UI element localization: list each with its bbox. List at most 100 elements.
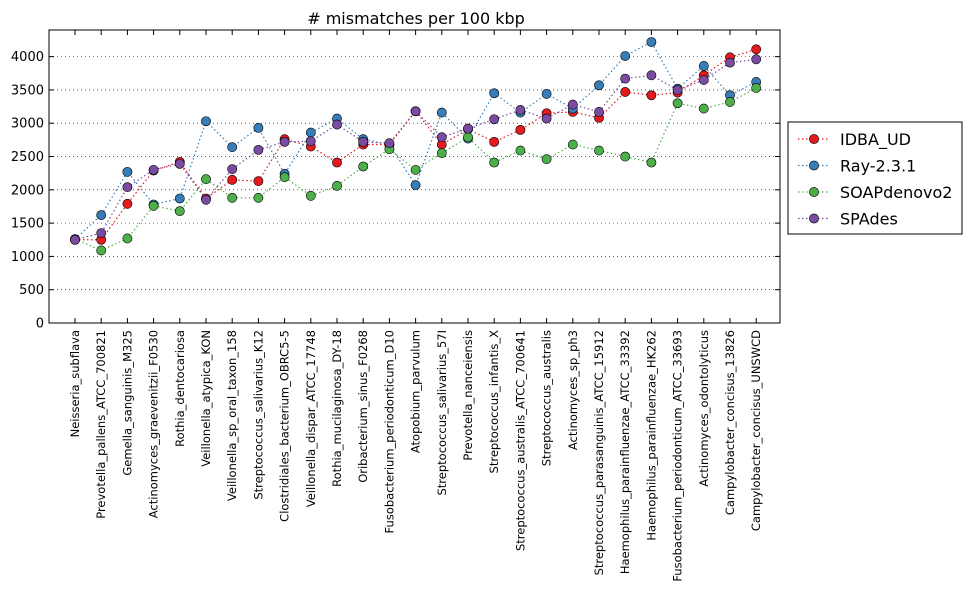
series-SOAPdenovo2 (70, 83, 762, 256)
data-point (672, 85, 683, 95)
data-point (646, 90, 657, 101)
data-point (227, 174, 238, 185)
data-point (122, 182, 133, 193)
series-line (75, 48, 757, 241)
data-point (174, 193, 185, 204)
data-point (594, 145, 604, 156)
data-point (489, 136, 500, 147)
data-point (567, 99, 578, 110)
data-point (174, 158, 185, 169)
data-point (253, 192, 264, 203)
legend-label: IDBA_UD (840, 130, 911, 150)
x-tick-label: Streptococcus_infantis_X (487, 330, 501, 474)
x-tick-label: Veillonella_atypica_KON (199, 330, 213, 467)
x-tick-label: Actinomyces_odontolyticus (697, 330, 711, 487)
data-point (148, 200, 159, 211)
series-SPAdes (70, 54, 762, 245)
data-point (122, 233, 133, 244)
x-tick-label: Rothia_mucilaginosa_DY-18 (330, 330, 344, 487)
data-point (751, 83, 762, 93)
data-point (332, 157, 342, 168)
x-tick-label: Campylobacter_concisus_13826 (723, 330, 737, 515)
x-tick-label: Atopobium_parvulum (409, 330, 423, 453)
x-tick-label: Neisseria_subflava (68, 330, 82, 437)
data-point (410, 164, 421, 175)
x-tick-label: Gemella_sanguinis_M325 (120, 330, 134, 476)
legend: IDBA_UD Ray-2.3.1 SOAPdenovo2 SPAdes (787, 121, 963, 235)
y-tick-label: 3500 (11, 83, 44, 98)
series-layer (70, 37, 762, 256)
y-tick-label: 4000 (11, 50, 44, 65)
data-point (332, 180, 342, 191)
data-point (148, 164, 159, 175)
legend-label: SPAdes (840, 210, 898, 229)
data-point (384, 138, 395, 149)
data-point (698, 61, 709, 71)
data-point (489, 88, 500, 99)
data-point (201, 194, 211, 205)
data-point (253, 144, 264, 155)
x-tick-label: Oribacterium_sinus_F0268 (356, 330, 370, 483)
data-point (305, 127, 316, 138)
data-point (541, 89, 552, 99)
data-point (672, 98, 683, 109)
data-point (436, 107, 447, 118)
legend-item: SOAPdenovo2 (798, 183, 952, 202)
legend-item: Ray-2.3.1 (798, 157, 916, 176)
y-axis: 0 500 1000 1500 2000 2500 3000 3500 4000 (11, 50, 780, 332)
data-point (358, 136, 369, 147)
x-tick-label: Haemophilus_parainfluenzae_ATCC_33392 (618, 330, 632, 574)
data-point (751, 54, 762, 65)
x-tick-label: Veillonella_dispar_ATCC_17748 (304, 330, 318, 507)
x-tick-label: Haemophilus_parainfluenzae_HK262 (644, 330, 658, 541)
data-point (96, 210, 107, 221)
x-tick-label: Prevotella_nanceiensis (461, 330, 475, 461)
data-point (227, 142, 238, 153)
y-tick-label: 2500 (11, 150, 44, 165)
legend-marker (809, 160, 819, 171)
x-axis: Neisseria_subflava Prevotella_pallens_ATC… (68, 30, 763, 582)
plot-frame (48, 29, 781, 324)
data-point (541, 154, 552, 165)
data-point (489, 157, 500, 168)
y-tick-label: 0 (36, 317, 44, 332)
x-tick-label: Fusobacterium_periodonticum_ATCC_33693 (671, 330, 685, 582)
data-point (646, 157, 657, 168)
series-line (74, 41, 757, 240)
data-point (541, 113, 552, 124)
data-point (567, 139, 578, 150)
data-point (725, 97, 735, 107)
data-point (410, 106, 421, 117)
data-point (227, 164, 238, 175)
x-tick-label: Actinomyces_sp_ph3 (566, 330, 580, 450)
data-point (594, 107, 604, 117)
data-point (201, 116, 211, 127)
y-tick-label: 2000 (11, 183, 44, 198)
x-tick-label: Rothia_dentocariosa (173, 330, 187, 447)
x-tick-label: Clostridiales_bacterium_OBRC5-5 (278, 330, 292, 522)
data-point (751, 44, 762, 55)
data-point (594, 80, 604, 91)
data-point (70, 234, 80, 245)
data-point (436, 132, 447, 143)
x-tick-label: Veillonella_sp_oral_taxon_158 (225, 330, 239, 501)
y-tick-label: 1500 (11, 217, 44, 232)
data-point (515, 124, 526, 135)
x-tick-label: Streptococcus_parasanguinis_ATCC_15912 (592, 330, 606, 575)
data-point (620, 51, 631, 61)
legend-marker (809, 213, 819, 224)
data-point (436, 148, 447, 159)
y-tick-label: 3000 (11, 117, 44, 132)
data-point (463, 132, 473, 143)
data-point (279, 136, 290, 147)
x-tick-label: Streptococcus_australis_ATCC_700641 (513, 330, 527, 551)
data-point (620, 151, 631, 162)
x-tick-label: Actinomyces_graevenitzii_F0530 (147, 330, 161, 518)
y-tick-label: 500 (19, 283, 44, 298)
series-Ray-2.3.1 (70, 37, 762, 244)
series-line (74, 58, 757, 241)
x-tick-label: Streptococcus_salivarius_57I (435, 330, 449, 496)
data-point (620, 73, 631, 84)
data-point (620, 87, 631, 97)
